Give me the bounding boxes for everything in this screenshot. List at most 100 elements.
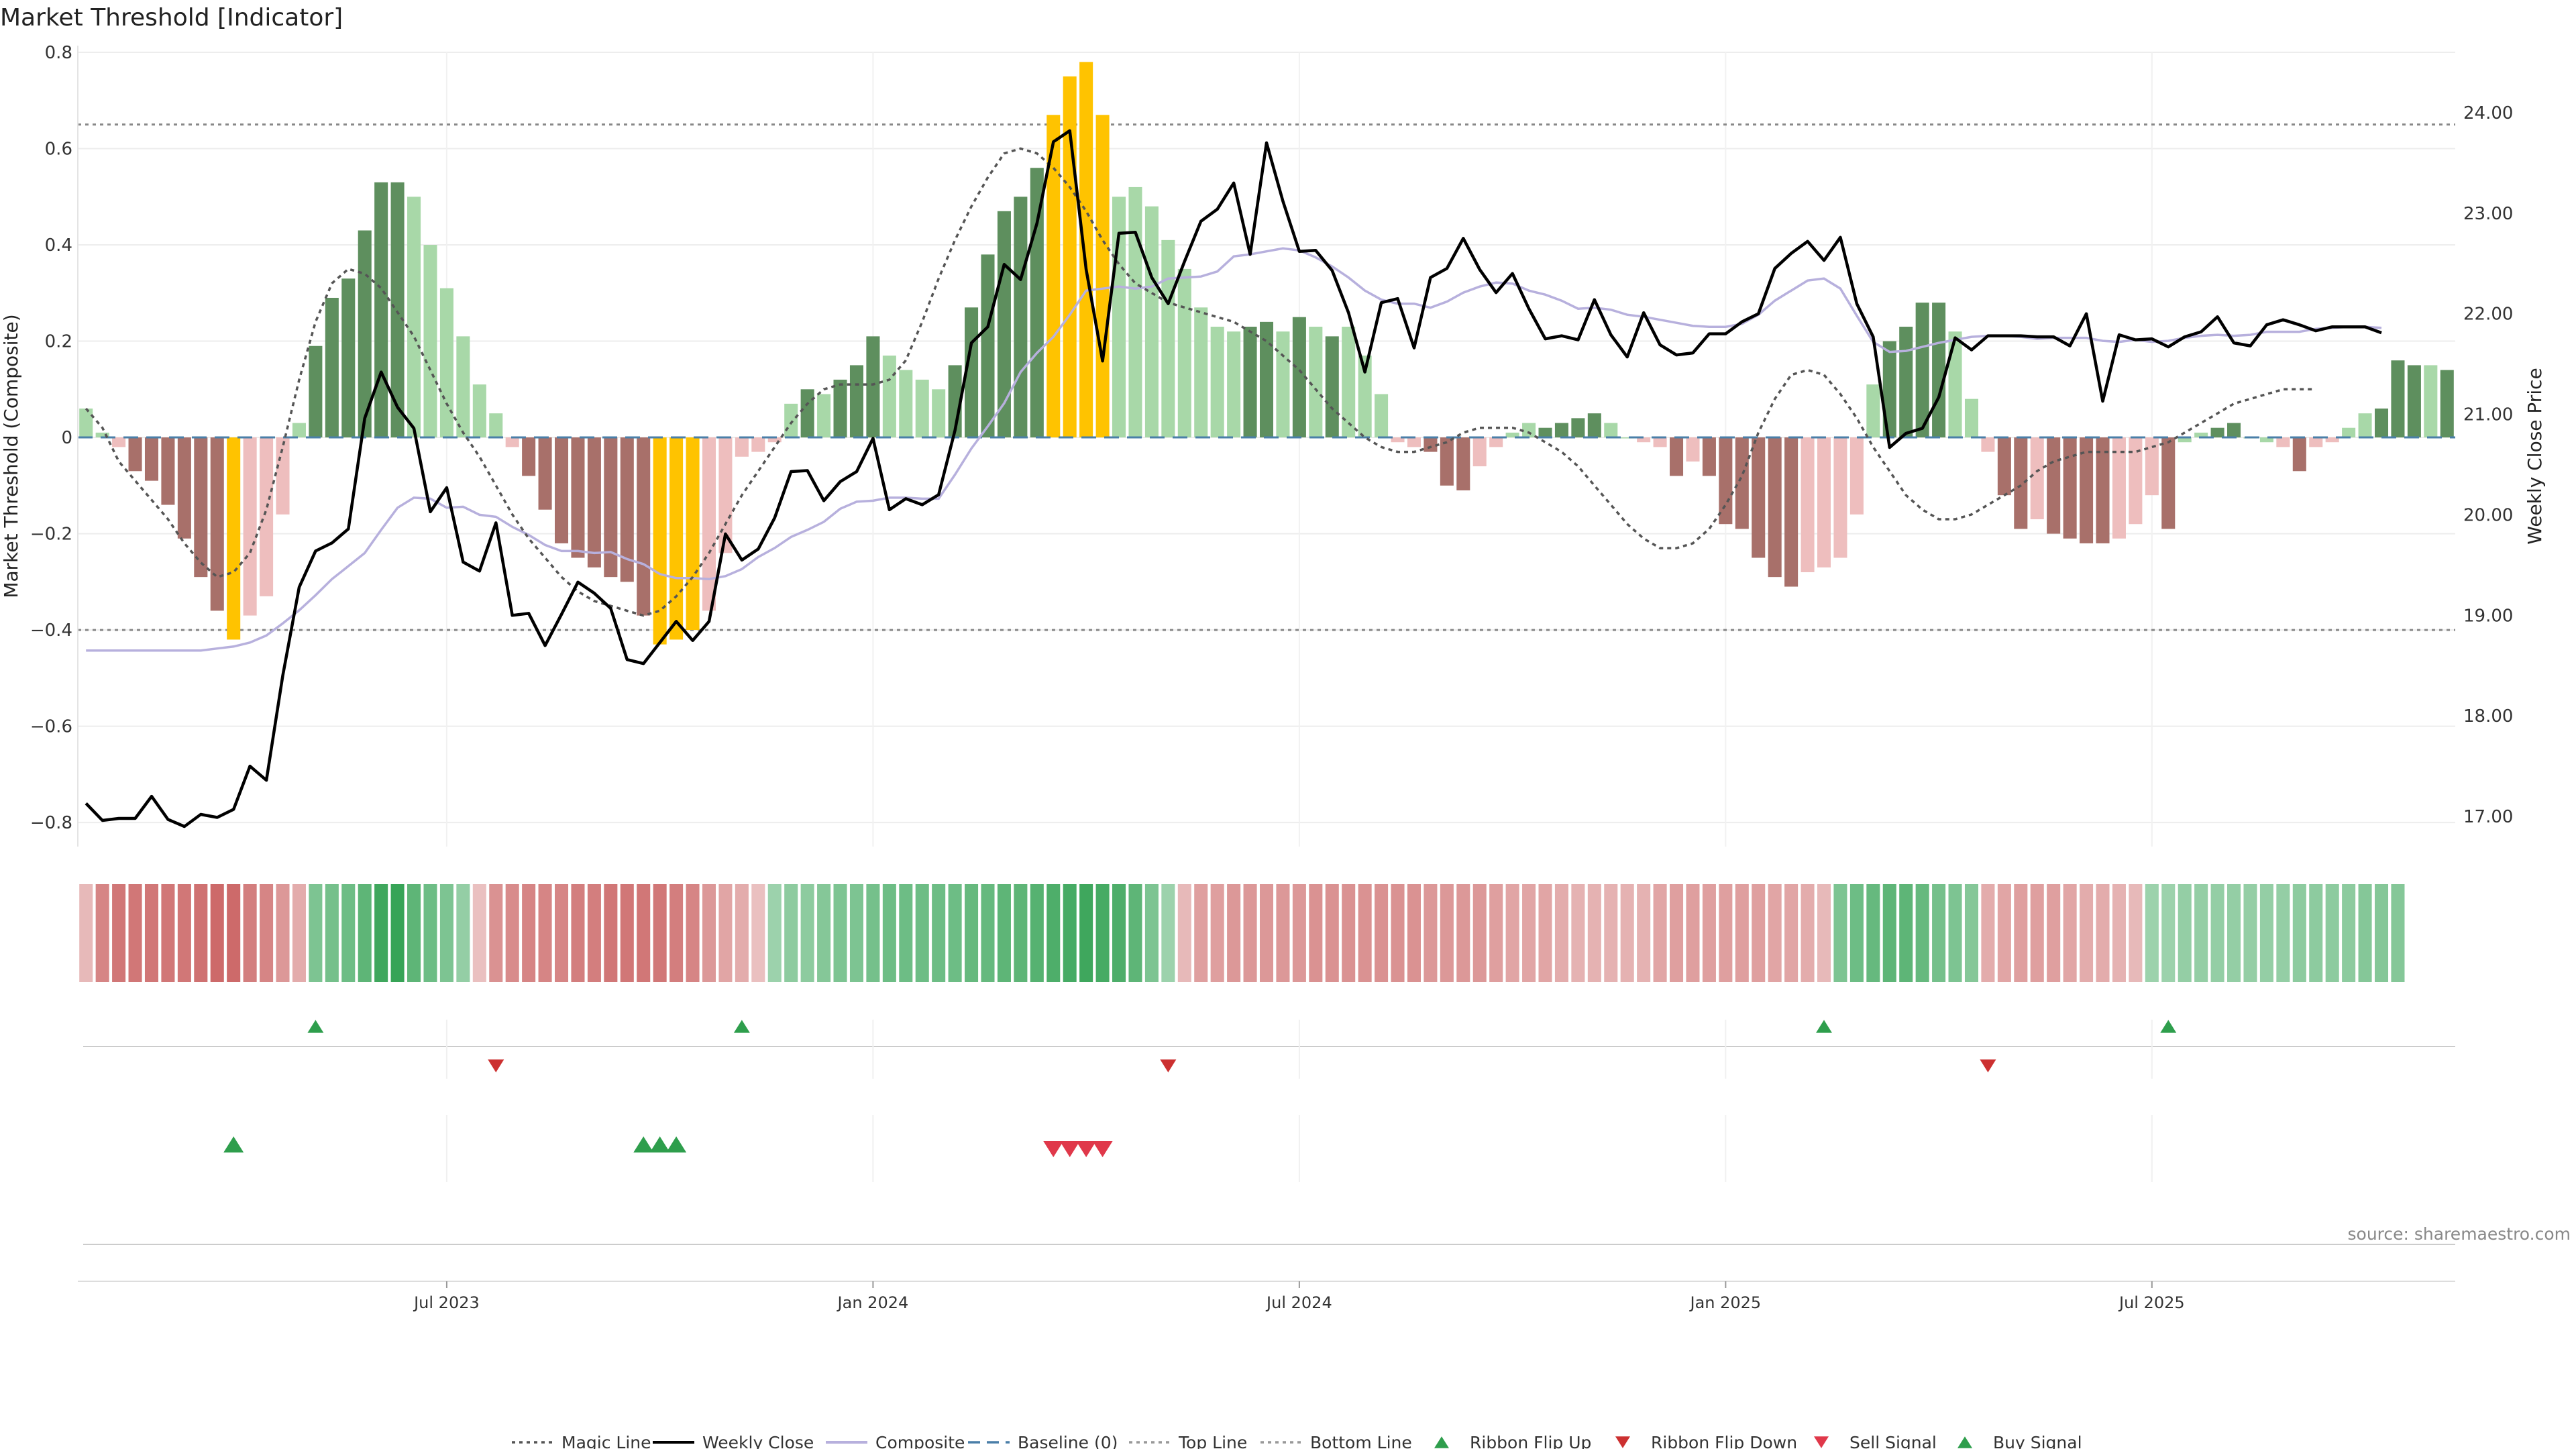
composite-bar: [1194, 307, 1208, 438]
composite-bar: [1849, 437, 1864, 515]
ribbon-cell: [1112, 884, 1126, 982]
y2-tick-label: 20.00: [2463, 505, 2513, 525]
composite-bar: [1784, 437, 1799, 587]
ribbon-cell: [587, 884, 601, 982]
composite-bar: [292, 423, 306, 438]
buy-signal-marker: [666, 1136, 687, 1152]
composite-bar: [472, 384, 486, 438]
ribbon-cell: [669, 884, 684, 982]
ribbon-cell: [2047, 884, 2061, 982]
composite-bar: [1554, 423, 1568, 438]
composite-bar: [1752, 437, 1766, 558]
ribbon-cell: [1768, 884, 1782, 982]
composite-bar: [1817, 437, 1831, 568]
ribbon-strip: [79, 884, 2405, 982]
ribbon-flip-down-marker: [1980, 1059, 1996, 1073]
composite-bar: [1932, 303, 1946, 438]
composite-bar: [686, 437, 700, 631]
composite-bar: [1161, 239, 1175, 438]
ribbon-cell: [1144, 884, 1159, 982]
ribbon-cell: [1587, 884, 1601, 982]
ribbon-cell: [1259, 884, 1274, 982]
ribbon-cell: [227, 884, 241, 982]
ribbon-cell: [2276, 884, 2290, 982]
ribbon-flip-down-marker: [1160, 1059, 1177, 1073]
ribbon-cell: [325, 884, 339, 982]
composite-bar: [2096, 437, 2110, 543]
composite-bar: [2210, 427, 2224, 438]
ribbon-cell: [2243, 884, 2257, 982]
composite-bar: [2424, 365, 2438, 438]
composite-bar: [1522, 423, 1536, 438]
ribbon-cell: [866, 884, 880, 982]
composite-bar: [1391, 437, 1405, 443]
y-tick-label: −0.8: [30, 813, 72, 833]
ribbon-cell: [1424, 884, 1438, 982]
ribbon-cell: [1391, 884, 1405, 982]
composite-bar: [882, 356, 896, 438]
ribbon-cell: [1440, 884, 1454, 982]
legend-marker: [1814, 1436, 1829, 1448]
ribbon-cell: [1030, 884, 1044, 982]
ribbon-flip-down-marker: [488, 1059, 504, 1073]
ribbon-cell: [718, 884, 733, 982]
ribbon-cell: [144, 884, 159, 982]
ribbon-cell: [554, 884, 569, 982]
ribbon-cell: [1325, 884, 1339, 982]
ribbon-cell: [702, 884, 716, 982]
x-axis: Jul 2023 Jan 2024 Jul 2024 Jan 2025 Jul 2025: [78, 1281, 2455, 1312]
composite-bar: [128, 437, 142, 472]
ribbon-cell: [505, 884, 519, 982]
composite-bar: [2259, 437, 2273, 443]
y-tick-label: 0.6: [45, 140, 72, 160]
composite-bar: [1325, 336, 1339, 438]
ribbon-cell: [849, 884, 863, 982]
composite-bar: [309, 345, 323, 438]
composite-bar: [587, 437, 601, 568]
composite-bar: [1014, 197, 1028, 438]
ribbon-cell: [2391, 884, 2405, 982]
ribbon-cell: [1276, 884, 1290, 982]
composite-bar: [2080, 437, 2094, 543]
ribbon-cell: [456, 884, 470, 982]
composite-bar: [1210, 327, 1224, 438]
ribbon-cell: [1243, 884, 1257, 982]
ribbon-cell: [407, 884, 421, 982]
y-tick-label: 0.2: [45, 332, 72, 352]
composite-bar: [1227, 331, 1241, 438]
composite-bar: [1670, 437, 1684, 476]
ribbon-cell: [686, 884, 700, 982]
composite-bar: [1538, 427, 1552, 438]
ribbon-cell: [1079, 884, 1093, 982]
weekly-close-line: [85, 129, 2382, 828]
composite-bar: [2112, 437, 2126, 539]
buy-signal-marker: [649, 1136, 670, 1152]
ribbon-cell: [751, 884, 765, 982]
ribbon-cell: [292, 884, 306, 982]
ribbon-cell: [2030, 884, 2044, 982]
composite-bar: [637, 437, 651, 616]
ribbon-cell: [882, 884, 896, 982]
composite-bar: [1653, 437, 1667, 447]
composite-bar: [1997, 437, 2011, 496]
sell-signal-marker: [1043, 1141, 1064, 1157]
ribbon-cell: [899, 884, 913, 982]
ribbon-cell: [276, 884, 290, 982]
composite-bar: [2227, 423, 2241, 438]
composite-bar: [227, 437, 241, 640]
composite-bar: [243, 437, 257, 616]
ribbon-cell: [1604, 884, 1618, 982]
composite-bar: [2374, 409, 2389, 438]
composite-bar: [2145, 437, 2159, 496]
legend-label: Ribbon Flip Up: [1470, 1433, 1591, 1449]
composite-bar: [1456, 437, 1470, 490]
y2-tick-label: 23.00: [2463, 204, 2513, 224]
legend-marker: [1957, 1436, 1972, 1448]
composite-bar: [522, 437, 536, 476]
ribbon-cell: [1620, 884, 1634, 982]
ribbon-cell: [1948, 884, 1962, 982]
ribbon-cell: [817, 884, 831, 982]
ribbon-cell: [784, 884, 798, 982]
ribbon-cell: [1375, 884, 1389, 982]
ribbon-cell: [1981, 884, 1995, 982]
